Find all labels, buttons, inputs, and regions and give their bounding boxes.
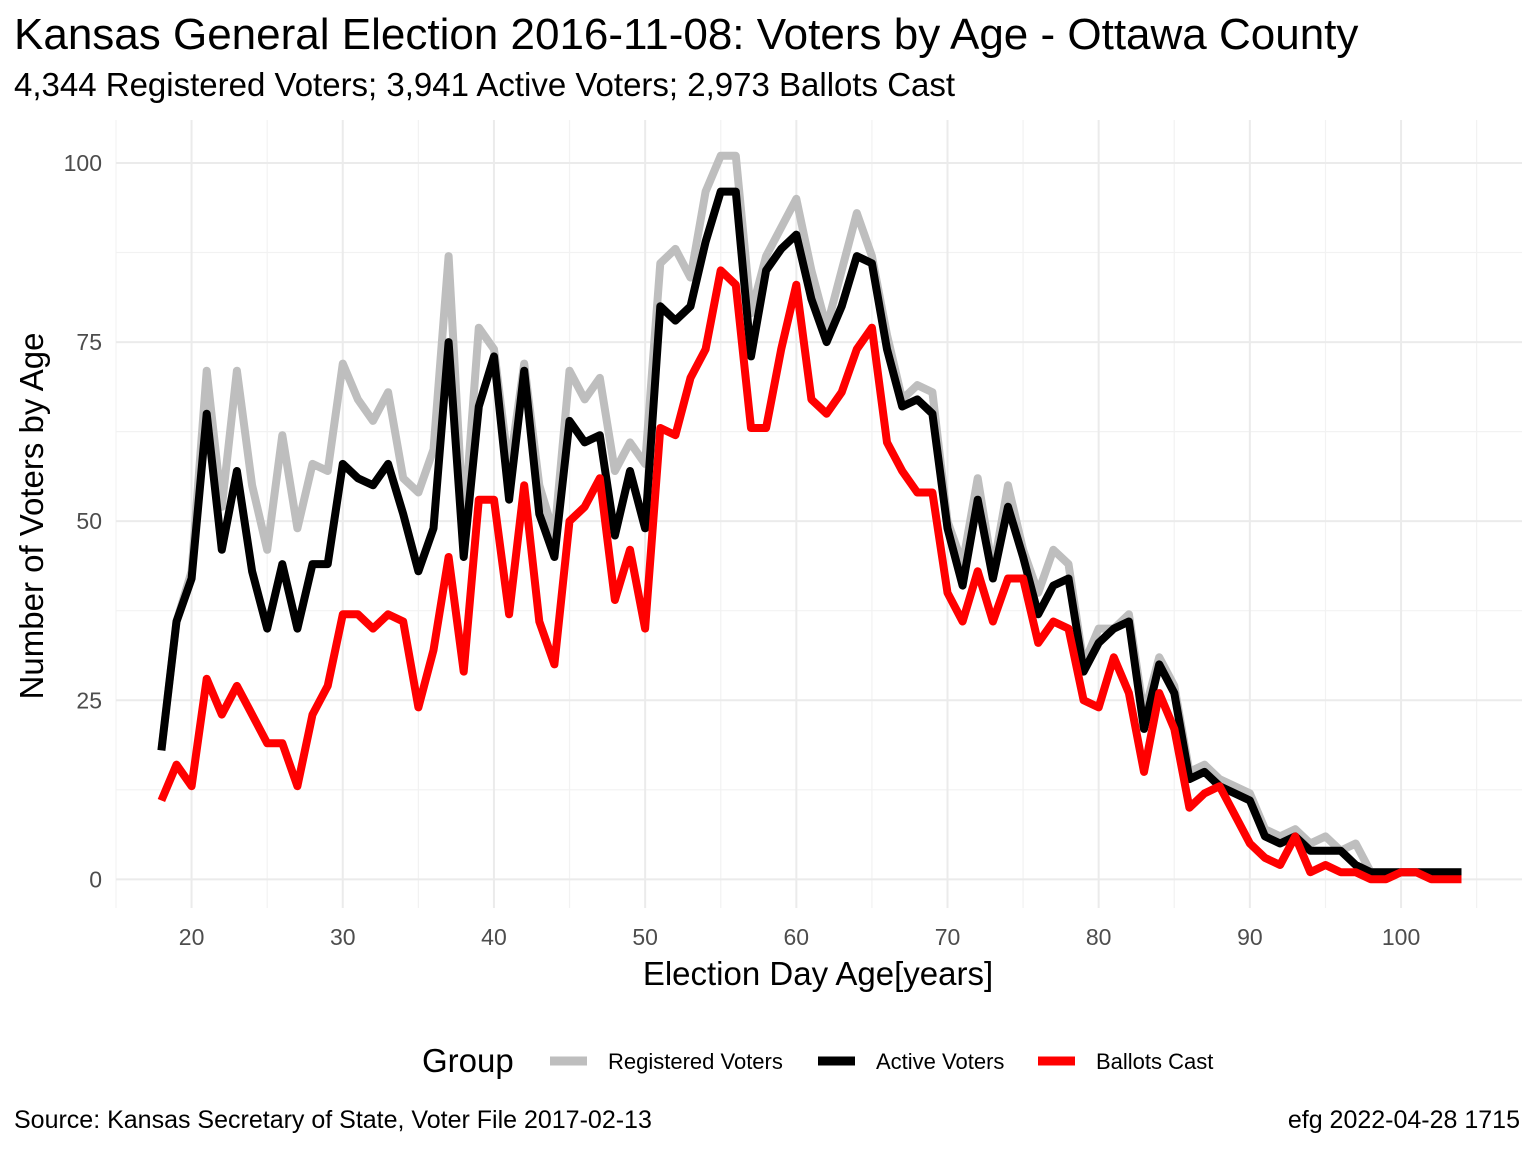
chart-subtitle: 4,344 Registered Voters; 3,941 Active Vo… <box>14 66 956 103</box>
legend-label: Ballots Cast <box>1096 1049 1213 1074</box>
legend-title: Group <box>422 1042 514 1079</box>
y-tick-label: 100 <box>64 150 102 176</box>
legend-label: Registered Voters <box>608 1049 783 1074</box>
x-tick-label: 20 <box>179 924 205 950</box>
x-tick-label: 70 <box>935 924 961 950</box>
legend-items: Registered Voters Active Voters Ballots Ca… <box>550 1049 1213 1074</box>
x-axis-title: Election Day Age[years] <box>643 955 993 992</box>
series-line-ballots-cast <box>157 266 1462 884</box>
series-line-active-voters <box>157 187 1462 877</box>
series-layer <box>157 151 1462 884</box>
chart-title: Kansas General Election 2016-11-08: Vote… <box>14 10 1359 59</box>
legend-label: Active Voters <box>876 1049 1004 1074</box>
x-tick-label: 90 <box>1237 924 1263 950</box>
tick-layer: 20 30 40 50 60 70 80 90 100 0 25 50 75 100 <box>64 150 1421 950</box>
legend: Group Registered Voters Active Voters Ball… <box>422 1042 1213 1079</box>
y-axis-title: Number of Voters by Age <box>13 333 50 700</box>
y-tick-label: 25 <box>76 687 102 713</box>
credit-caption: efg 2022-04-28 1715 <box>1287 1106 1520 1134</box>
x-tick-label: 80 <box>1086 924 1112 950</box>
x-tick-label: 100 <box>1382 924 1420 950</box>
x-tick-label: 60 <box>784 924 810 950</box>
x-tick-label: 40 <box>481 924 507 950</box>
series-line-registered-voters <box>157 151 1462 877</box>
y-tick-label: 0 <box>89 866 102 892</box>
x-tick-label: 50 <box>632 924 658 950</box>
source-caption: Source: Kansas Secretary of State, Voter… <box>14 1106 652 1134</box>
y-tick-label: 50 <box>76 508 102 534</box>
y-tick-label: 75 <box>76 329 102 355</box>
grid-layer <box>115 120 1522 908</box>
x-tick-label: 30 <box>330 924 356 950</box>
